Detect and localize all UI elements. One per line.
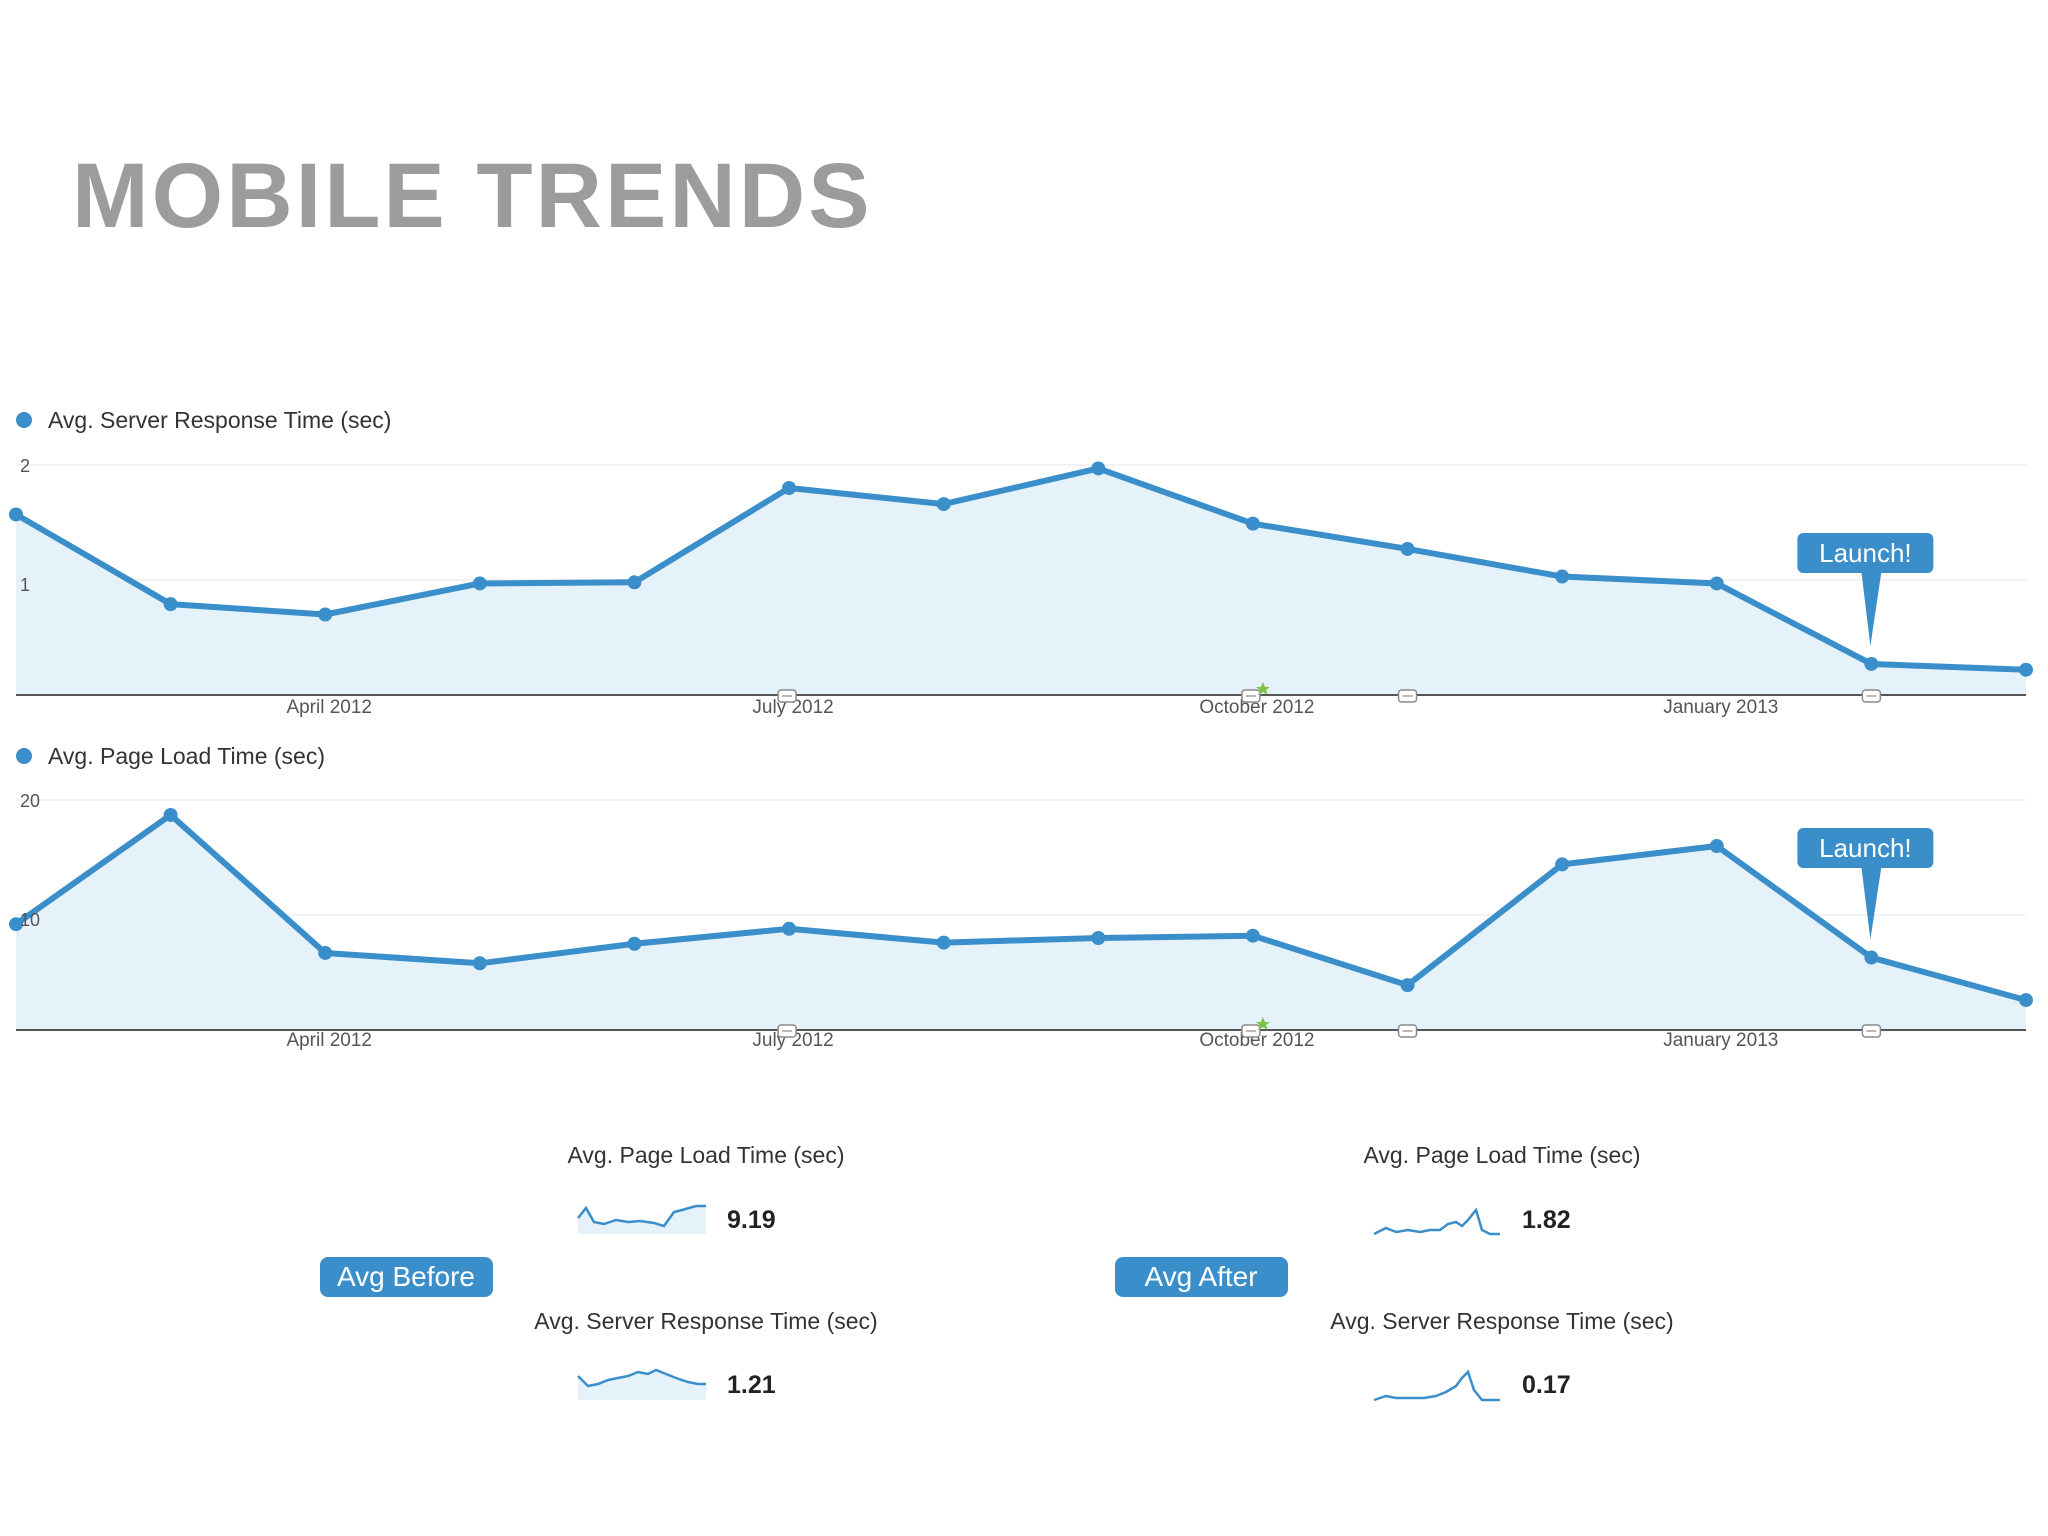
before-server-sparkline bbox=[577, 1368, 706, 1400]
avg-before-label: Avg Before bbox=[337, 1261, 475, 1292]
launch-callout-label: Launch! bbox=[1819, 833, 1912, 863]
data-point[interactable] bbox=[9, 507, 23, 522]
x-tick-label: July 2012 bbox=[752, 697, 833, 718]
avg-before-badge bbox=[320, 1257, 493, 1297]
data-point[interactable] bbox=[1709, 576, 1724, 591]
series-line bbox=[14, 811, 2027, 1003]
chart-1: Avg. Page Load Time (sec) 20 10 April 2012 J… bbox=[9, 743, 2033, 1051]
y-tick-label: 20 bbox=[20, 791, 40, 811]
x-tick-label: April 2012 bbox=[286, 697, 372, 718]
charts-group: Avg. Server Response Time (sec) 2 1 April 2… bbox=[9, 407, 2033, 1051]
data-point[interactable] bbox=[1555, 857, 1570, 872]
data-point[interactable] bbox=[1091, 931, 1106, 945]
x-tick-label: July 2012 bbox=[752, 1030, 833, 1051]
data-point[interactable] bbox=[1864, 656, 1879, 671]
data-point[interactable] bbox=[1245, 516, 1260, 531]
annotation-marker-icon[interactable] bbox=[777, 689, 797, 703]
y-tick-label: 2 bbox=[20, 456, 30, 476]
x-tick-label: October 2012 bbox=[1199, 697, 1314, 718]
launch-callout-label: Launch! bbox=[1819, 538, 1912, 568]
after-server-value: 0.17 bbox=[1522, 1371, 1571, 1399]
annotation-marker-icon[interactable] bbox=[777, 1024, 797, 1038]
data-point[interactable] bbox=[936, 497, 951, 512]
after-server-sparkline bbox=[1373, 1369, 1500, 1402]
launch-callout: Launch! bbox=[1797, 533, 1934, 646]
data-point[interactable] bbox=[936, 935, 951, 950]
legend-label: Avg. Server Response Time (sec) bbox=[48, 407, 391, 433]
avg-after-badge bbox=[1115, 1257, 1288, 1297]
after-page-load-sparkline bbox=[1373, 1207, 1500, 1236]
data-point[interactable] bbox=[1555, 569, 1570, 584]
legend-marker bbox=[16, 412, 32, 428]
avg-after-label: Avg After bbox=[1144, 1261, 1257, 1292]
legend-label: Avg. Page Load Time (sec) bbox=[48, 743, 325, 769]
series-area bbox=[16, 814, 2026, 1030]
before-page-load-value: 9.19 bbox=[727, 1206, 776, 1234]
annotation-marker-icon[interactable] bbox=[1397, 1024, 1418, 1038]
data-point[interactable] bbox=[472, 576, 487, 591]
data-point[interactable] bbox=[627, 936, 642, 951]
summary-before: Avg. Page Load Time (sec) 9.19 Avg Befor… bbox=[320, 1142, 878, 1400]
data-point[interactable] bbox=[1400, 978, 1415, 993]
data-point[interactable] bbox=[1400, 541, 1415, 556]
legend-marker bbox=[16, 748, 32, 764]
data-point[interactable] bbox=[472, 956, 487, 971]
before-server-value: 1.21 bbox=[727, 1371, 776, 1399]
data-point[interactable] bbox=[1245, 928, 1260, 943]
data-point[interactable] bbox=[1864, 950, 1879, 965]
data-point[interactable] bbox=[627, 575, 642, 590]
data-point[interactable] bbox=[2019, 993, 2033, 1008]
before-page-load-sparkline bbox=[577, 1204, 706, 1234]
annotation-marker-icon[interactable] bbox=[1861, 1024, 1882, 1038]
annotation-marker-icon[interactable] bbox=[1241, 1024, 1261, 1038]
series-line bbox=[14, 465, 2027, 673]
y-tick-label: 10 bbox=[20, 910, 40, 930]
x-tick-label: October 2012 bbox=[1199, 1030, 1314, 1051]
data-point[interactable] bbox=[9, 917, 23, 932]
data-point[interactable] bbox=[1709, 839, 1724, 853]
y-tick-label: 1 bbox=[20, 575, 30, 595]
launch-callout: Launch! bbox=[1797, 828, 1934, 940]
summary-after: Avg. Page Load Time (sec) 1.82 Avg After… bbox=[1115, 1142, 1674, 1402]
data-point[interactable] bbox=[318, 607, 333, 622]
data-point[interactable] bbox=[163, 597, 178, 612]
data-point[interactable] bbox=[782, 481, 797, 495]
after-page-load-label: Avg. Page Load Time (sec) bbox=[1364, 1142, 1641, 1168]
after-server-label: Avg. Server Response Time (sec) bbox=[1330, 1308, 1673, 1334]
after-page-load-value: 1.82 bbox=[1522, 1206, 1571, 1234]
data-point[interactable] bbox=[163, 807, 178, 822]
before-page-load-label: Avg. Page Load Time (sec) bbox=[568, 1142, 845, 1168]
star-icon bbox=[1255, 682, 1270, 695]
annotation-marker-icon[interactable] bbox=[1397, 689, 1418, 703]
chart-0: Avg. Server Response Time (sec) 2 1 April 2… bbox=[9, 407, 2033, 718]
series-area bbox=[16, 468, 2026, 695]
x-tick-label: April 2012 bbox=[286, 1030, 372, 1051]
data-point[interactable] bbox=[1091, 461, 1106, 476]
annotation-marker-icon[interactable] bbox=[1241, 689, 1261, 703]
page-title: MOBILE TRENDS bbox=[72, 145, 873, 247]
before-server-label: Avg. Server Response Time (sec) bbox=[534, 1308, 877, 1334]
x-tick-label: January 2013 bbox=[1663, 1030, 1778, 1051]
data-point[interactable] bbox=[2019, 662, 2033, 677]
star-icon bbox=[1255, 1017, 1270, 1030]
x-tick-label: January 2013 bbox=[1663, 697, 1778, 718]
data-point[interactable] bbox=[782, 921, 797, 936]
annotation-marker-icon[interactable] bbox=[1861, 689, 1882, 703]
data-point[interactable] bbox=[318, 945, 333, 960]
